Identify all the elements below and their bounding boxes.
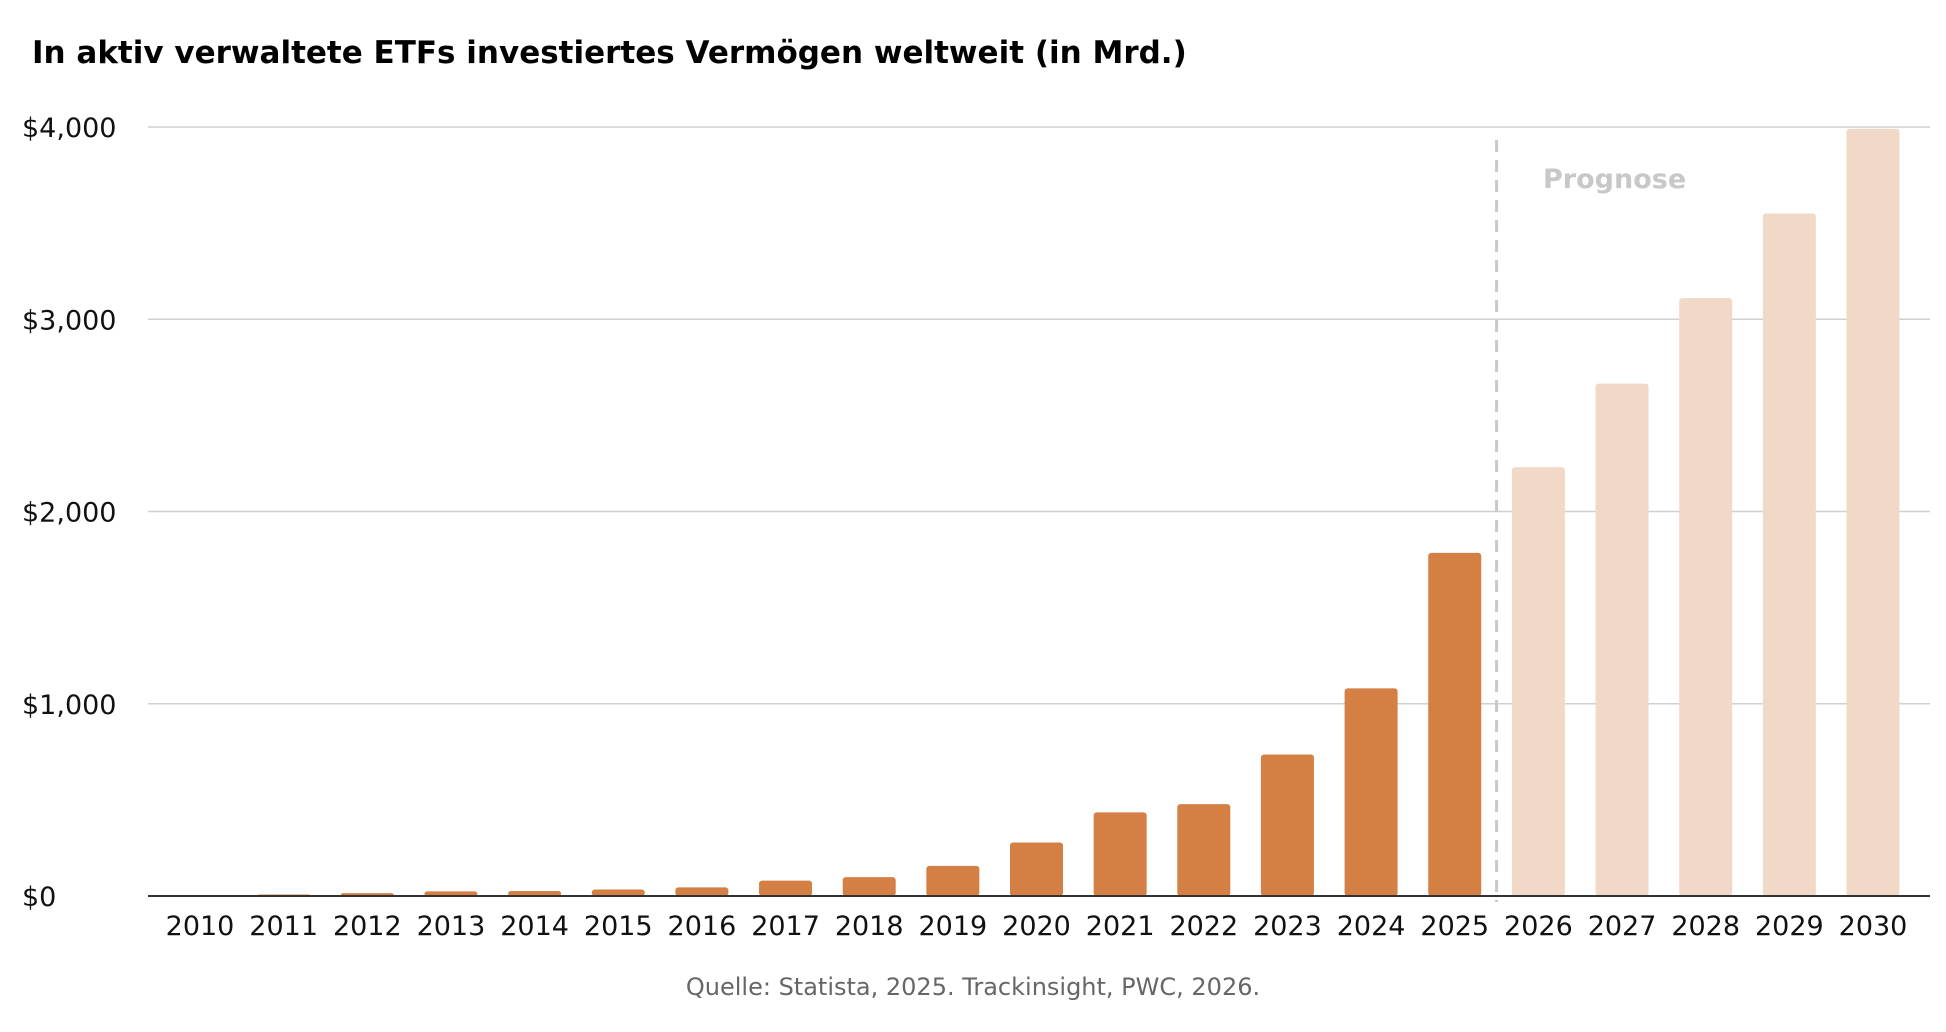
bar-forecast <box>1511 467 1565 896</box>
x-tick-label: 2029 <box>1755 911 1824 942</box>
y-tick-label: $3,000 <box>22 305 116 336</box>
x-tick-label: 2012 <box>333 911 402 942</box>
bar <box>1093 812 1147 896</box>
bar <box>926 865 980 896</box>
x-tick-label: 2016 <box>668 911 737 942</box>
x-tick-label: 2021 <box>1086 911 1155 942</box>
x-tick-label: 2022 <box>1169 911 1238 942</box>
bar-forecast <box>1762 213 1816 896</box>
chart-title: In aktiv verwaltete ETFs investiertes Ve… <box>32 35 1187 71</box>
x-tick-label: 2018 <box>835 911 904 942</box>
x-tick-label: 2026 <box>1504 911 1573 942</box>
bar <box>1260 754 1314 896</box>
gridlines <box>148 126 1930 705</box>
bar <box>1177 804 1231 896</box>
bar <box>591 889 645 896</box>
x-axis-ticks: 2010 2011 2012 2013 2014 2015 2016 2017 2018 2019… <box>166 911 1908 942</box>
bar-forecast <box>1679 298 1733 896</box>
x-tick-label: 2010 <box>166 911 235 942</box>
x-tick-label: 2027 <box>1588 911 1657 942</box>
bar <box>842 877 896 896</box>
bar <box>1344 688 1398 896</box>
y-tick-label: $1,000 <box>22 690 116 721</box>
bar-forecast <box>1595 383 1649 896</box>
x-tick-label: 2023 <box>1253 911 1322 942</box>
x-tick-label: 2015 <box>584 911 653 942</box>
y-tick-label: $2,000 <box>22 498 116 529</box>
x-tick-label: 2030 <box>1839 911 1908 942</box>
bar <box>424 891 478 896</box>
x-tick-label: 2024 <box>1337 911 1406 942</box>
bars <box>173 128 1900 897</box>
bar <box>759 880 813 896</box>
source-note: Quelle: Statista, 2025. Trackinsight, PW… <box>686 973 1260 1001</box>
x-tick-label: 2013 <box>417 911 486 942</box>
bar <box>508 891 562 896</box>
bar <box>675 887 729 896</box>
x-tick-label: 2019 <box>918 911 987 942</box>
x-tick-label: 2025 <box>1420 911 1489 942</box>
x-tick-label: 2017 <box>751 911 820 942</box>
y-tick-label: $4,000 <box>22 113 116 144</box>
bar <box>1010 842 1063 896</box>
x-tick-label: 2014 <box>500 911 569 942</box>
y-tick-label: $0 <box>22 882 56 913</box>
forecast-label: Prognose <box>1543 164 1686 195</box>
x-tick-label: 2011 <box>249 911 318 942</box>
x-tick-label: 2020 <box>1002 911 1071 942</box>
x-tick-label: 2028 <box>1671 911 1740 942</box>
bar <box>1428 552 1482 896</box>
y-axis-ticks: $0 $1,000 $2,000 $3,000 $4,000 <box>22 113 116 913</box>
bar-forecast <box>1846 128 1900 897</box>
